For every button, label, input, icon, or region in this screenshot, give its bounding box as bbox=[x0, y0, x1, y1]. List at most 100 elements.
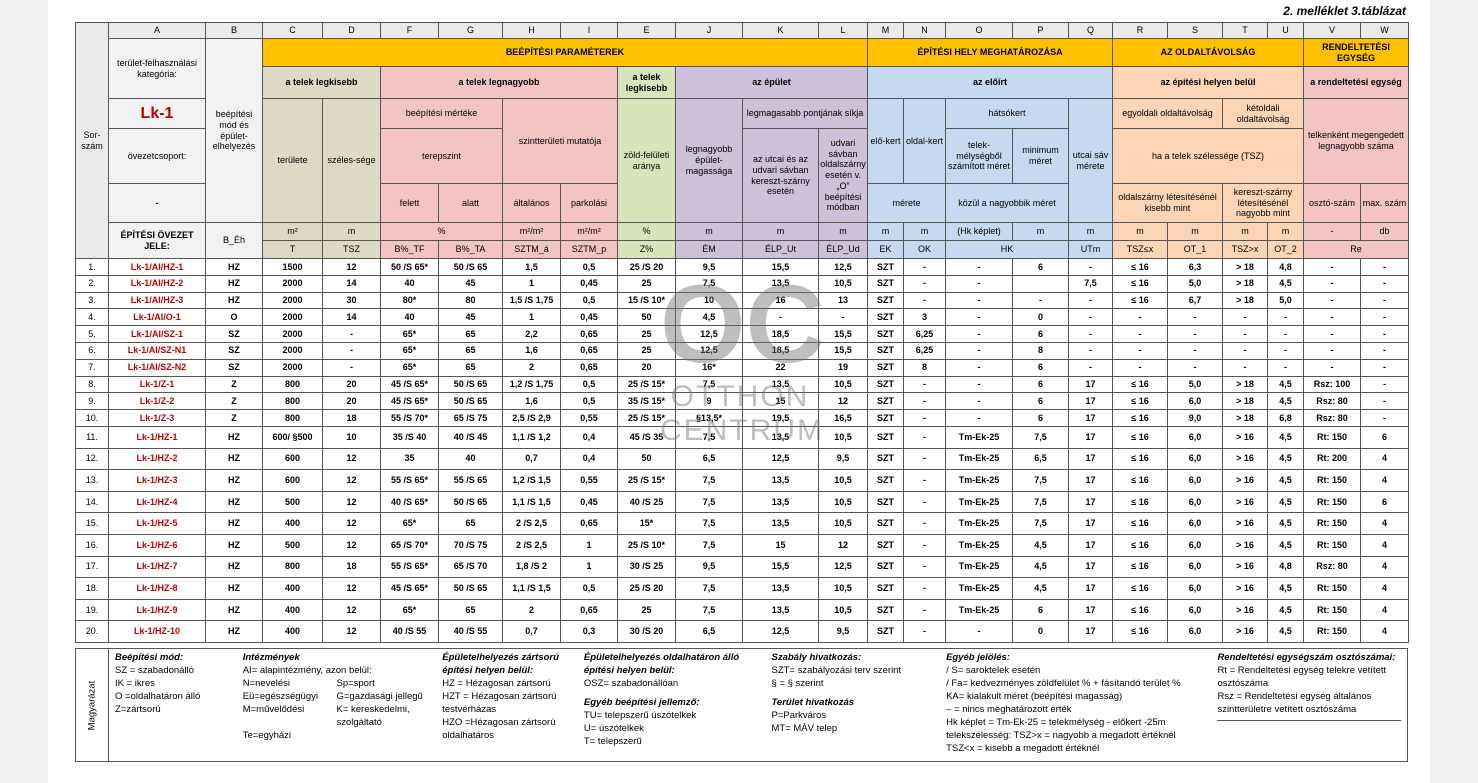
table-cell: 0,55 bbox=[560, 409, 618, 427]
header-cell: közül a nagyobbik méret bbox=[945, 183, 1069, 223]
zoning-table: Sor-szám A B C D F G H I E J K L M N O P Q R S T U V W terület-… bbox=[75, 22, 1409, 643]
table-cell: SZ bbox=[205, 358, 263, 377]
table-cell: 10,5 bbox=[818, 469, 868, 492]
table-cell: 65* bbox=[380, 598, 439, 622]
table-cell: SZ bbox=[205, 341, 263, 360]
table-cell: - bbox=[1267, 308, 1304, 327]
table-cell: - bbox=[903, 375, 946, 394]
table-cell: 7,5 bbox=[1012, 469, 1069, 492]
table-cell: - bbox=[1360, 358, 1409, 377]
table-cell: > 18 bbox=[1222, 392, 1268, 411]
table-cell: 9,0 bbox=[1167, 409, 1223, 427]
table-cell: - bbox=[1068, 358, 1113, 377]
table-cell: 45 /S 35 bbox=[617, 425, 676, 449]
table-cell: 1,5 bbox=[502, 258, 561, 276]
legend-title: Szabály hivatkozás: bbox=[771, 652, 862, 663]
header-cell: db bbox=[1360, 222, 1409, 241]
table-cell: Z bbox=[205, 392, 263, 411]
table-cell: > 16 bbox=[1222, 512, 1268, 535]
table-cell: SZT bbox=[867, 577, 904, 600]
table-cell: 1 bbox=[502, 274, 561, 293]
table-row: 10. Lk-1/Z-3 Z 800 18 55 /S 70* 65 /S 75 2,5 /S… bbox=[75, 409, 1409, 427]
header-cell: övezetcsoport: bbox=[108, 128, 206, 184]
table-cell: 800 bbox=[262, 375, 323, 394]
table-row: 6. Lk-1/AI/SZ-N1 SZ 2000-65* 65 1,6 0,65 25 12,5… bbox=[75, 341, 1409, 360]
table-cell: 1,1 /S 1,2 bbox=[502, 425, 561, 449]
table-cell: 0,5 bbox=[560, 577, 618, 600]
legend-lines: AI= alapintézmény, azon belül: N=nevelési… bbox=[243, 664, 431, 742]
column-letter: D bbox=[322, 22, 381, 39]
header-cell: % bbox=[380, 222, 503, 241]
table-cell: 12,5 bbox=[742, 447, 819, 471]
header-cell: m bbox=[1167, 222, 1223, 241]
header-row: ÉPÍTÉSI ÖVEZET JELE: B_Éh m² m % m²/m² m… bbox=[76, 222, 1409, 259]
table-cell: 19,5 bbox=[742, 409, 819, 427]
table-cell: - bbox=[1267, 358, 1304, 377]
table-cell: - bbox=[1303, 274, 1361, 293]
table-cell: - bbox=[945, 258, 1013, 276]
table-cell: - bbox=[945, 308, 1013, 327]
table-cell: > 16 bbox=[1222, 555, 1268, 579]
header-cell: OT_1 bbox=[1167, 240, 1223, 259]
table-cell: 10. bbox=[75, 409, 109, 427]
header-cell: a telek legnagyobb bbox=[380, 66, 618, 99]
table-cell: Lk-1/HZ-8 bbox=[108, 577, 206, 600]
table-cell: 15,5 bbox=[742, 258, 819, 276]
table-row: 1. Lk-1/AI/HZ-1 HZ 1500 12 50 /S 65* 50 /S 65 1… bbox=[75, 258, 1409, 276]
header-cell: telek-mélységből számított méret bbox=[945, 128, 1013, 184]
table-cell: 45 /S 65* bbox=[380, 375, 439, 394]
table-cell: 4 bbox=[1360, 555, 1409, 579]
table-cell: > 16 bbox=[1222, 620, 1268, 643]
table-cell: - bbox=[903, 258, 946, 276]
header-cell: az utcai és az udvari sávban kereszt-szá… bbox=[742, 128, 819, 223]
table-cell: - bbox=[1112, 341, 1168, 360]
header-cell: SZTM_p bbox=[560, 240, 618, 259]
table-cell: Tm-Ek-25 bbox=[945, 533, 1013, 557]
header-cell: TSZ≤x bbox=[1112, 240, 1168, 259]
header-cell: széles-sége bbox=[322, 98, 381, 223]
table-cell: 1,5 /S 1,75 bbox=[502, 291, 561, 310]
table-cell: 1,8 /S 2 bbox=[502, 555, 561, 579]
table-cell: > 16 bbox=[1222, 533, 1268, 557]
table-cell: 0,65 bbox=[560, 598, 618, 622]
table-cell: > 16 bbox=[1222, 447, 1268, 471]
table-cell: - bbox=[903, 512, 946, 535]
header-cell: minimum méret bbox=[1012, 128, 1069, 184]
legend-lines: SZ = szabadonálló IK = ikres O =oldalhatár… bbox=[115, 664, 231, 716]
table-cell: SZT bbox=[867, 308, 904, 327]
legend-line: Sp=sport bbox=[336, 678, 375, 689]
header-cell: m bbox=[1222, 222, 1268, 241]
header-cell: általános bbox=[502, 183, 561, 223]
table-cell: 1,1 /S 1,5 bbox=[502, 490, 561, 514]
table-cell: 4 bbox=[1360, 620, 1409, 643]
column-letter: A bbox=[108, 22, 206, 39]
table-cell: 7,5 bbox=[1012, 490, 1069, 514]
header-cell: m²/m² bbox=[560, 222, 618, 241]
legend-line: Rsz = Rendeltetési egység általános szin… bbox=[1217, 691, 1372, 715]
table-cell: 9,5 bbox=[675, 555, 743, 579]
table-cell: - bbox=[322, 341, 381, 360]
table-cell: - bbox=[1068, 258, 1113, 276]
table-cell: 22 bbox=[742, 358, 819, 377]
table-cell: 6 bbox=[1012, 598, 1069, 622]
header-cell: oldalszárny létesítésénél kisebb mint bbox=[1112, 183, 1223, 223]
table-cell: 25 bbox=[617, 325, 676, 343]
table-cell: 4 bbox=[1360, 577, 1409, 600]
table-cell: Tm-Ek-25 bbox=[945, 490, 1013, 514]
table-cell: 10,5 bbox=[818, 598, 868, 622]
table-cell: - bbox=[945, 358, 1013, 377]
header-cell: az előírt bbox=[867, 66, 1113, 99]
table-cell: 4,8 bbox=[1267, 258, 1304, 276]
legend-line: HZO =Hézagosan zártsorú oldalhatáros bbox=[442, 717, 556, 741]
legend-line: § = § szerint bbox=[771, 678, 824, 689]
table-cell: 17 bbox=[1068, 512, 1113, 535]
header-cell: T bbox=[262, 240, 323, 259]
header-cell: m²/m² bbox=[502, 222, 561, 241]
table-cell: - bbox=[1303, 358, 1361, 377]
header-cell: telkenként megengedett legnagyobb száma bbox=[1303, 98, 1409, 184]
table-cell: 8 bbox=[903, 358, 946, 377]
table-cell: 4,8 bbox=[1267, 555, 1304, 579]
table-cell: 25 /S 10* bbox=[617, 533, 676, 557]
legend-line: Hk képlet = Tm-Ek-25 = telekmélység - el… bbox=[946, 717, 1166, 728]
table-cell: - bbox=[1068, 341, 1113, 360]
